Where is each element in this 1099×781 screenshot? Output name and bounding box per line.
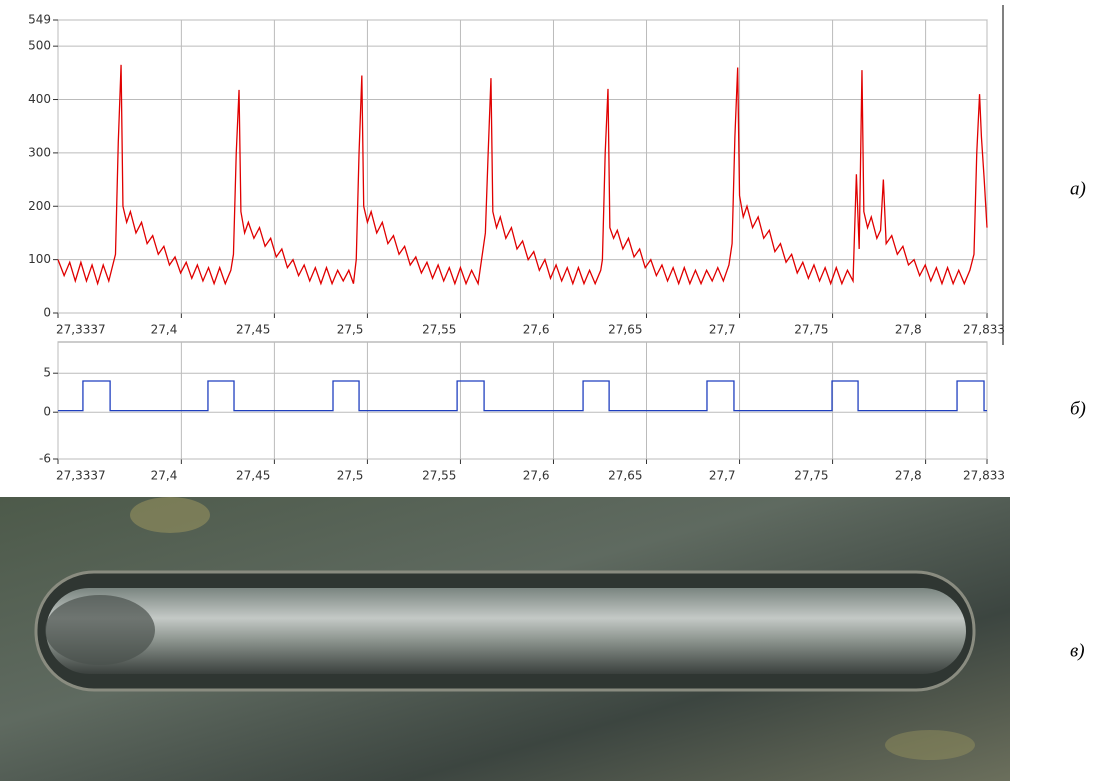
y-tick-label: 0 <box>43 405 51 419</box>
x-tick-label: 27,6 <box>523 469 550 483</box>
y-tick-label: 300 <box>28 145 51 159</box>
x-tick-label: 27,45 <box>236 469 270 483</box>
y-tick-label: 400 <box>28 92 51 106</box>
x-tick-label: 27,6 <box>523 323 550 337</box>
x-tick-label: 27,833 <box>963 323 1005 337</box>
x-tick-label: 27,5 <box>337 469 364 483</box>
signal-line <box>58 380 987 412</box>
stain <box>885 730 975 760</box>
plot-area <box>57 341 988 460</box>
x-tick-label: 27,7 <box>709 323 736 337</box>
x-tick-label: 27,3337 <box>56 323 106 337</box>
plot-area <box>57 19 988 314</box>
weld-crater <box>45 595 155 665</box>
x-tick-label: 27,55 <box>422 323 456 337</box>
x-tick-label: 27,65 <box>608 469 642 483</box>
y-tick-label: 549 <box>28 13 51 27</box>
x-tick-label: 27,4 <box>151 469 178 483</box>
panel-label: в) <box>1070 640 1085 661</box>
y-tick-label: 100 <box>28 252 51 266</box>
y-tick-label: 500 <box>28 39 51 53</box>
x-tick-label: 27,5 <box>337 323 364 337</box>
x-tick-label: 27,4 <box>151 323 178 337</box>
x-tick-label: 27,7 <box>709 469 736 483</box>
x-tick-label: 27,3337 <box>56 469 106 483</box>
weld-bead <box>46 588 966 674</box>
x-tick-label: 27,45 <box>236 323 270 337</box>
x-tick-label: 27,75 <box>794 469 828 483</box>
x-tick-label: 27,65 <box>608 323 642 337</box>
stain <box>130 497 210 533</box>
x-tick-label: 27,55 <box>422 469 456 483</box>
y-tick-label: -6 <box>39 452 51 466</box>
y-tick-label: 200 <box>28 199 51 213</box>
panel-label: б) <box>1070 398 1086 419</box>
y-tick-label: 0 <box>43 306 51 320</box>
photo <box>0 497 1010 781</box>
y-tick-label: 5 <box>43 366 51 380</box>
x-tick-label: 27,75 <box>794 323 828 337</box>
x-tick-label: 27,833 <box>963 469 1005 483</box>
x-tick-label: 27,8 <box>895 469 922 483</box>
panel-label: а) <box>1070 178 1086 199</box>
x-tick-label: 27,8 <box>895 323 922 337</box>
signal-line <box>57 64 988 286</box>
